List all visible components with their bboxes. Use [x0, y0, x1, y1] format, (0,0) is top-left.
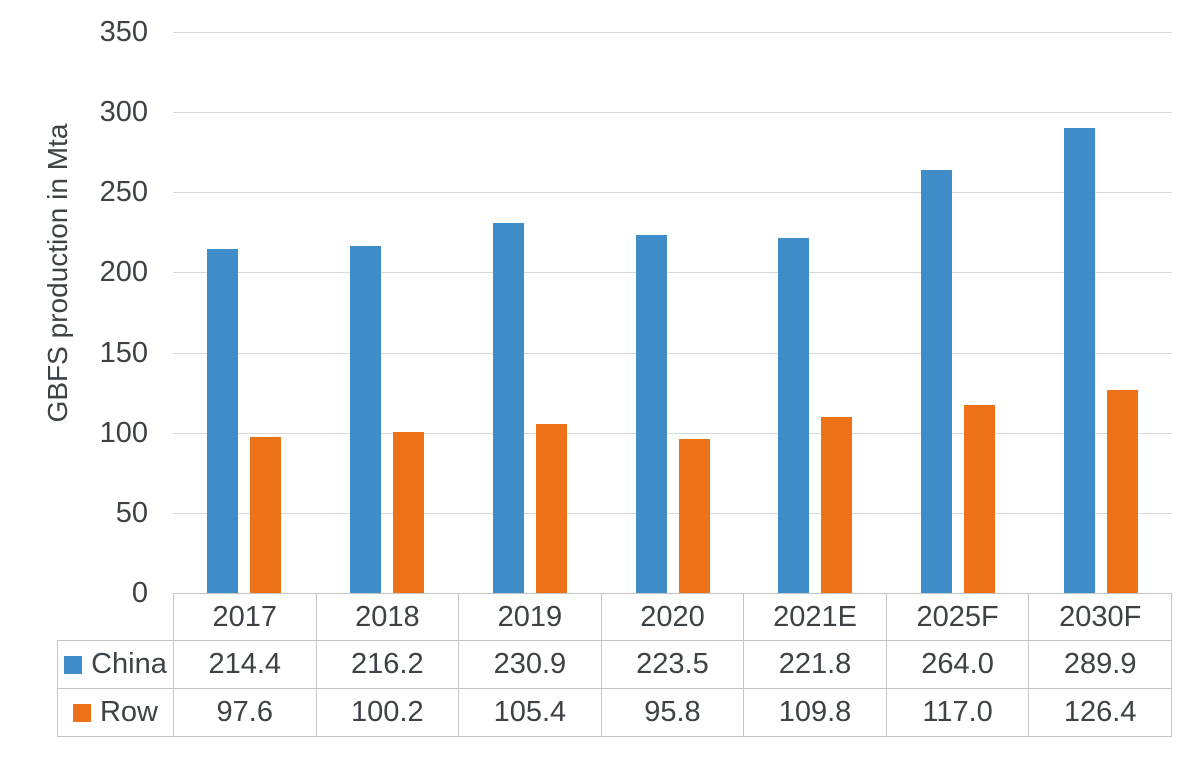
- year-header-cell: 2018: [315, 593, 460, 641]
- value-cell: 221.8: [743, 640, 887, 689]
- value-cell: 105.4: [458, 688, 602, 737]
- y-tick-label: 250: [99, 176, 148, 209]
- row-bar-2025f: [963, 405, 995, 593]
- year-header-cell: 2021E: [743, 593, 887, 641]
- y-tick-label: 50: [115, 496, 148, 529]
- value-cell: 223.5: [600, 640, 745, 689]
- value-cell: 109.8: [743, 688, 887, 737]
- gridline: [173, 32, 1172, 33]
- gridline: [173, 512, 1172, 514]
- china-bar-2030f: [1063, 128, 1095, 593]
- value-cell: 126.4: [1028, 688, 1172, 737]
- row-bar-2019: [535, 424, 567, 593]
- value-cell: 95.8: [600, 688, 745, 737]
- china-bar-2018: [350, 246, 382, 593]
- bar-group-2020: [601, 32, 744, 593]
- china-bar-2019: [492, 222, 524, 593]
- bar-group-2025f: [887, 32, 1030, 593]
- value-cell: 289.9: [1028, 640, 1172, 689]
- y-tick-label: 350: [99, 16, 148, 48]
- gridline: [173, 352, 1172, 354]
- y-tick-label: 300: [99, 96, 148, 129]
- year-header-cell: 2030F: [1028, 593, 1172, 641]
- year-header-row: 2017 2018 2019 2020 2021E 2025F 2030F: [58, 593, 1172, 641]
- legend-cell-row: Row: [57, 688, 174, 737]
- table-blank-corner: [58, 594, 174, 641]
- bar-group-2030f: [1029, 32, 1172, 593]
- y-tick-label: 150: [99, 336, 148, 369]
- china-bar-2020: [635, 234, 667, 593]
- bar-group-2021e: [744, 32, 887, 593]
- bar-group-2019: [458, 32, 601, 593]
- china-bar-2025f: [920, 169, 952, 593]
- row-bar-2017: [250, 436, 282, 593]
- table-row-row: Row 97.6 100.2 105.4 95.8 109.8 117.0 126.4: [57, 688, 1172, 737]
- row-legend-swatch-icon: [72, 703, 91, 722]
- gridline: [173, 432, 1172, 434]
- data-table: 2017 2018 2019 2020 2021E 2025F 2030F China 214.…: [57, 593, 1172, 737]
- legend-label: China: [91, 648, 167, 680]
- row-bar-2021e: [821, 417, 853, 593]
- bar-group-2018: [316, 32, 459, 593]
- value-cell: 117.0: [885, 688, 1030, 737]
- year-header-cell: 2019: [458, 593, 602, 641]
- y-tick-label: 100: [99, 416, 148, 449]
- row-bar-2030f: [1106, 390, 1138, 593]
- year-header-cell: 2025F: [885, 593, 1030, 641]
- china-legend-swatch-icon: [64, 655, 83, 674]
- value-cell: 264.0: [885, 640, 1030, 689]
- gridline: [173, 112, 1172, 114]
- gridline: [173, 272, 1172, 274]
- gridline: [173, 192, 1172, 194]
- value-cell: 214.4: [173, 640, 317, 689]
- china-bar-2017: [207, 249, 239, 593]
- bar-group-2017: [173, 32, 316, 593]
- value-cell: 100.2: [315, 688, 460, 737]
- year-header-cell: 2020: [600, 593, 745, 641]
- table-row-china: China 214.4 216.2 230.9 223.5 221.8 264.0 289.9: [57, 640, 1172, 689]
- y-tick-label: 0: [131, 577, 148, 609]
- year-header-cell: 2017: [173, 593, 317, 641]
- legend-entry: China: [59, 648, 173, 681]
- y-tick-label: 200: [99, 256, 148, 289]
- plot-area: [173, 32, 1172, 593]
- legend-label: Row: [99, 696, 158, 728]
- value-cell: 216.2: [315, 640, 460, 689]
- china-bar-2021e: [778, 237, 810, 593]
- legend-cell-china: China: [57, 640, 174, 689]
- legend-entry: Row: [59, 696, 173, 729]
- bar-groups: [173, 32, 1172, 593]
- row-bar-2020: [678, 439, 710, 593]
- value-cell: 230.9: [458, 640, 602, 689]
- row-bar-2018: [393, 432, 425, 593]
- value-cell: 97.6: [173, 688, 317, 737]
